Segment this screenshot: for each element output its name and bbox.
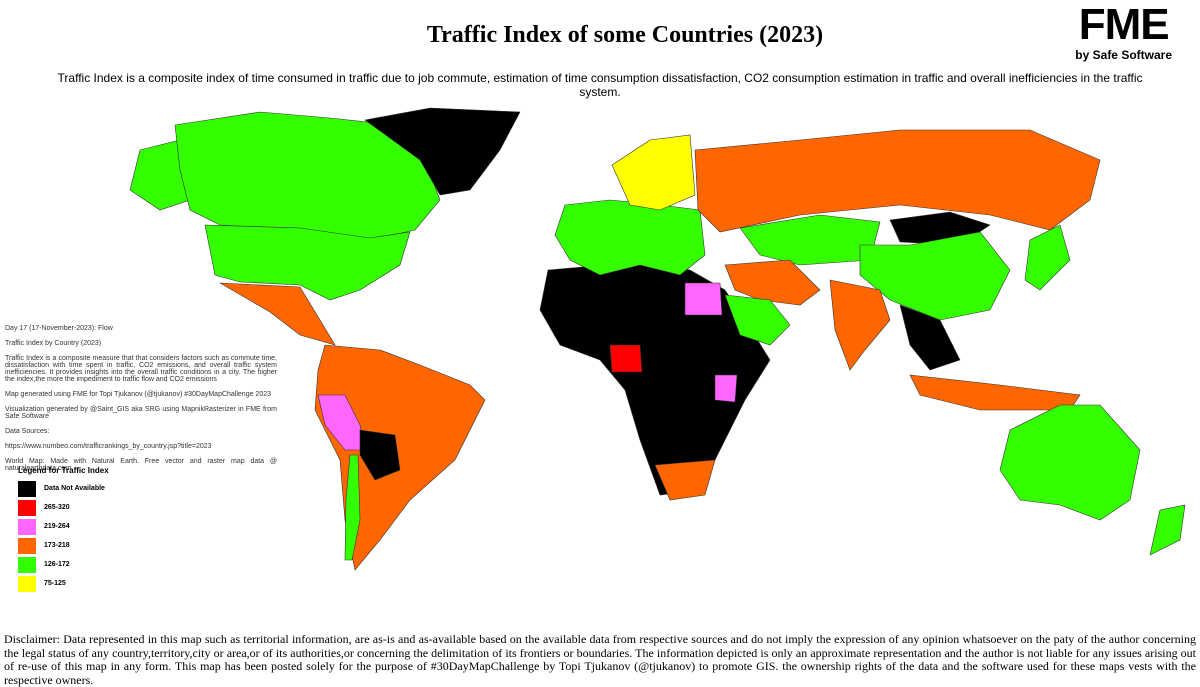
india: [829, 279, 891, 371]
logo-name: FME: [1078, 0, 1170, 49]
legend-label: 75-125: [44, 580, 66, 587]
kenya: [714, 374, 738, 403]
legend-label: 219-264: [44, 523, 70, 530]
new-zealand: [1149, 504, 1186, 556]
chile: [344, 454, 361, 561]
legend-item: 219-264: [18, 517, 128, 536]
south-africa: [654, 459, 716, 501]
legend-swatch: [18, 556, 36, 573]
legend-label: Data Not Available: [44, 485, 105, 492]
note: Data Sources:: [5, 428, 50, 435]
legend-swatch: [18, 518, 36, 535]
japan: [1024, 224, 1071, 291]
alaska: [129, 139, 191, 211]
greenland: [364, 107, 521, 196]
legend-swatch: [18, 575, 36, 592]
legend-item: 75-125: [18, 574, 128, 593]
note: Day 17 (17-November-2023): Flow: [5, 325, 113, 332]
legend-label: 173-218: [44, 542, 70, 549]
legend-title: Legend for Traffic Index: [18, 466, 109, 475]
middle-east: [724, 259, 821, 306]
legend-swatch: [18, 480, 36, 497]
legend-label: 126-172: [44, 561, 70, 568]
legend-item: 265-320: [18, 498, 128, 517]
note: Map generated using FME for Topi Tjukano…: [5, 391, 271, 398]
note: https://www.numbeo.com/trafficrankings_b…: [5, 443, 212, 450]
scandinavia: [611, 134, 696, 211]
legend-swatch: [18, 537, 36, 554]
note: Traffic Index is a composite measure tha…: [5, 355, 277, 383]
egypt: [684, 282, 723, 316]
note: Visualization generated by @Saint_GIS ak…: [5, 406, 277, 420]
china: [859, 231, 1011, 321]
indonesia: [909, 374, 1081, 411]
united-states: [204, 224, 411, 301]
australia: [999, 404, 1141, 521]
legend-item: 126-172: [18, 555, 128, 574]
note: Traffic Index by Country (2023): [5, 340, 102, 347]
bolivia: [359, 429, 401, 481]
europe: [554, 199, 706, 276]
south-america: [314, 344, 486, 571]
legend-swatch: [18, 499, 36, 516]
legend: Legend for Traffic Index Data Not Availa…: [18, 466, 128, 593]
disclaimer: Disclaimer: Data represented in this map…: [4, 632, 1196, 687]
logo: FME by Safe Software: [1075, 0, 1172, 63]
title: Traffic Index of some Countries (2023): [426, 22, 824, 48]
southeast-asia: [899, 304, 961, 371]
mexico: [219, 282, 336, 346]
canada: [174, 111, 441, 241]
legend-item: 173-218: [18, 536, 128, 555]
countries: [129, 107, 1186, 571]
legend-item: Data Not Available: [18, 479, 128, 498]
notes: Day 17 (17-November-2023): Flow Traffic I…: [5, 325, 277, 480]
note: World Map: Made with Natural Earth. Free…: [5, 458, 277, 472]
subtitle: Traffic Index is a composite index of ti…: [57, 71, 1143, 99]
saudi-arabia: [724, 294, 791, 346]
logo-tagline: by Safe Software: [1075, 48, 1172, 62]
russia: [694, 129, 1101, 233]
legend-label: 265-320: [44, 504, 70, 511]
nigeria: [609, 344, 643, 373]
